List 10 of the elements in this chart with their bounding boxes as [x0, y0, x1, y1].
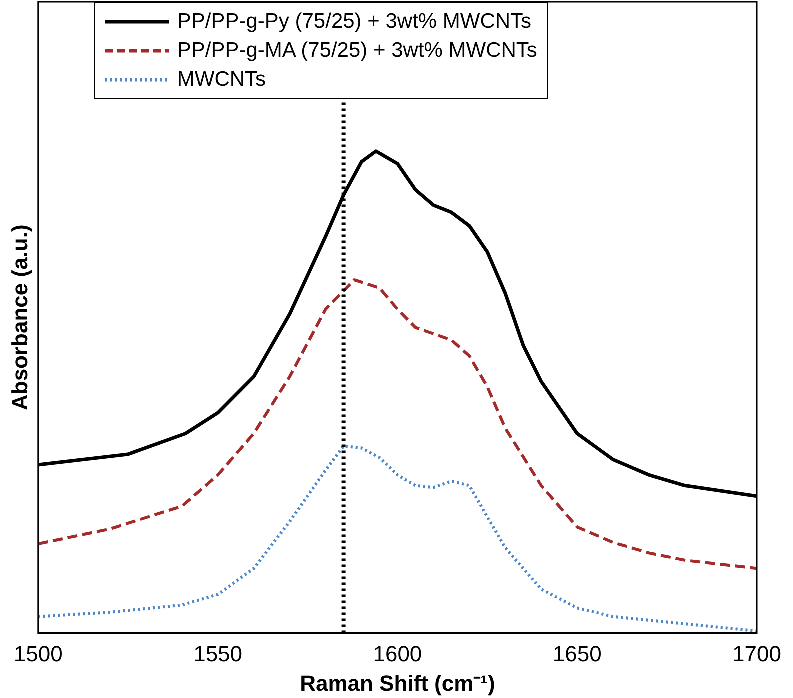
x-tick-label: 1700: [732, 641, 782, 666]
legend-label: PP/PP-g-Py (75/25) + 3wt% MWCNTs: [177, 10, 532, 34]
x-tick-label: 1550: [194, 641, 243, 666]
x-tick-label: 1650: [552, 641, 602, 666]
legend-label: MWCNTs: [177, 68, 266, 92]
x-axis-title: Raman Shift (cm⁻¹): [300, 670, 496, 696]
legend-label: PP/PP-g-MA (75/25) + 3wt% MWCNTs: [177, 38, 538, 62]
y-axis-title: Absorbance (a.u.): [7, 224, 32, 411]
x-tick-label: 1500: [14, 641, 63, 666]
x-tick-label: 1600: [373, 641, 422, 666]
